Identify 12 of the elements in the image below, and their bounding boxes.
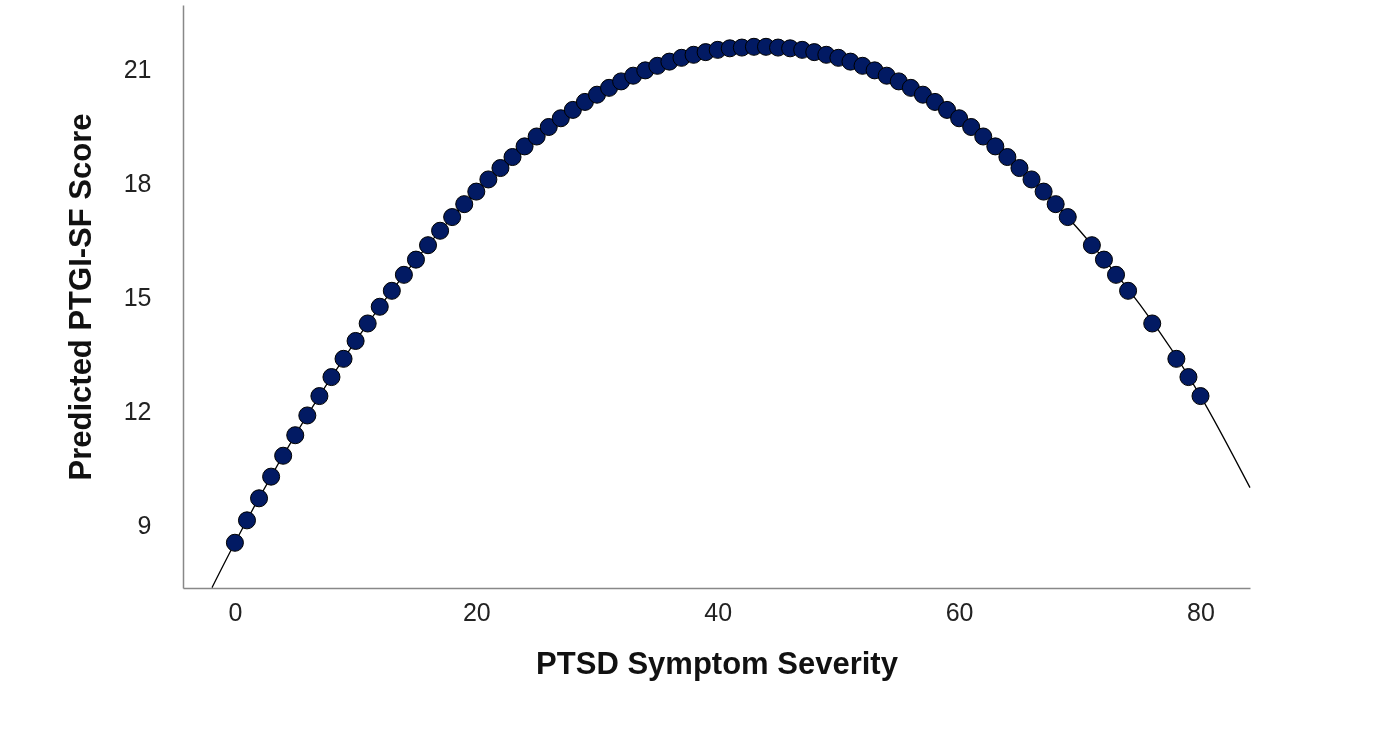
y-tick-label: 9 (137, 511, 152, 540)
y-tick-label: 12 (123, 397, 152, 426)
y-tick-label: 21 (123, 55, 152, 84)
x-tick-label: 40 (704, 597, 733, 626)
x-axis-title: PTSD Symptom Severity (536, 645, 899, 681)
x-tick-label: 0 (228, 597, 243, 626)
y-axis-title: Predicted PTGI-SF Score (62, 113, 98, 481)
x-tick-label: 60 (945, 597, 974, 626)
x-tick-label: 20 (462, 597, 491, 626)
y-tick-label: 18 (123, 169, 152, 198)
y-tick-label: 15 (123, 283, 152, 312)
x-tick-label: 80 (1187, 597, 1215, 626)
